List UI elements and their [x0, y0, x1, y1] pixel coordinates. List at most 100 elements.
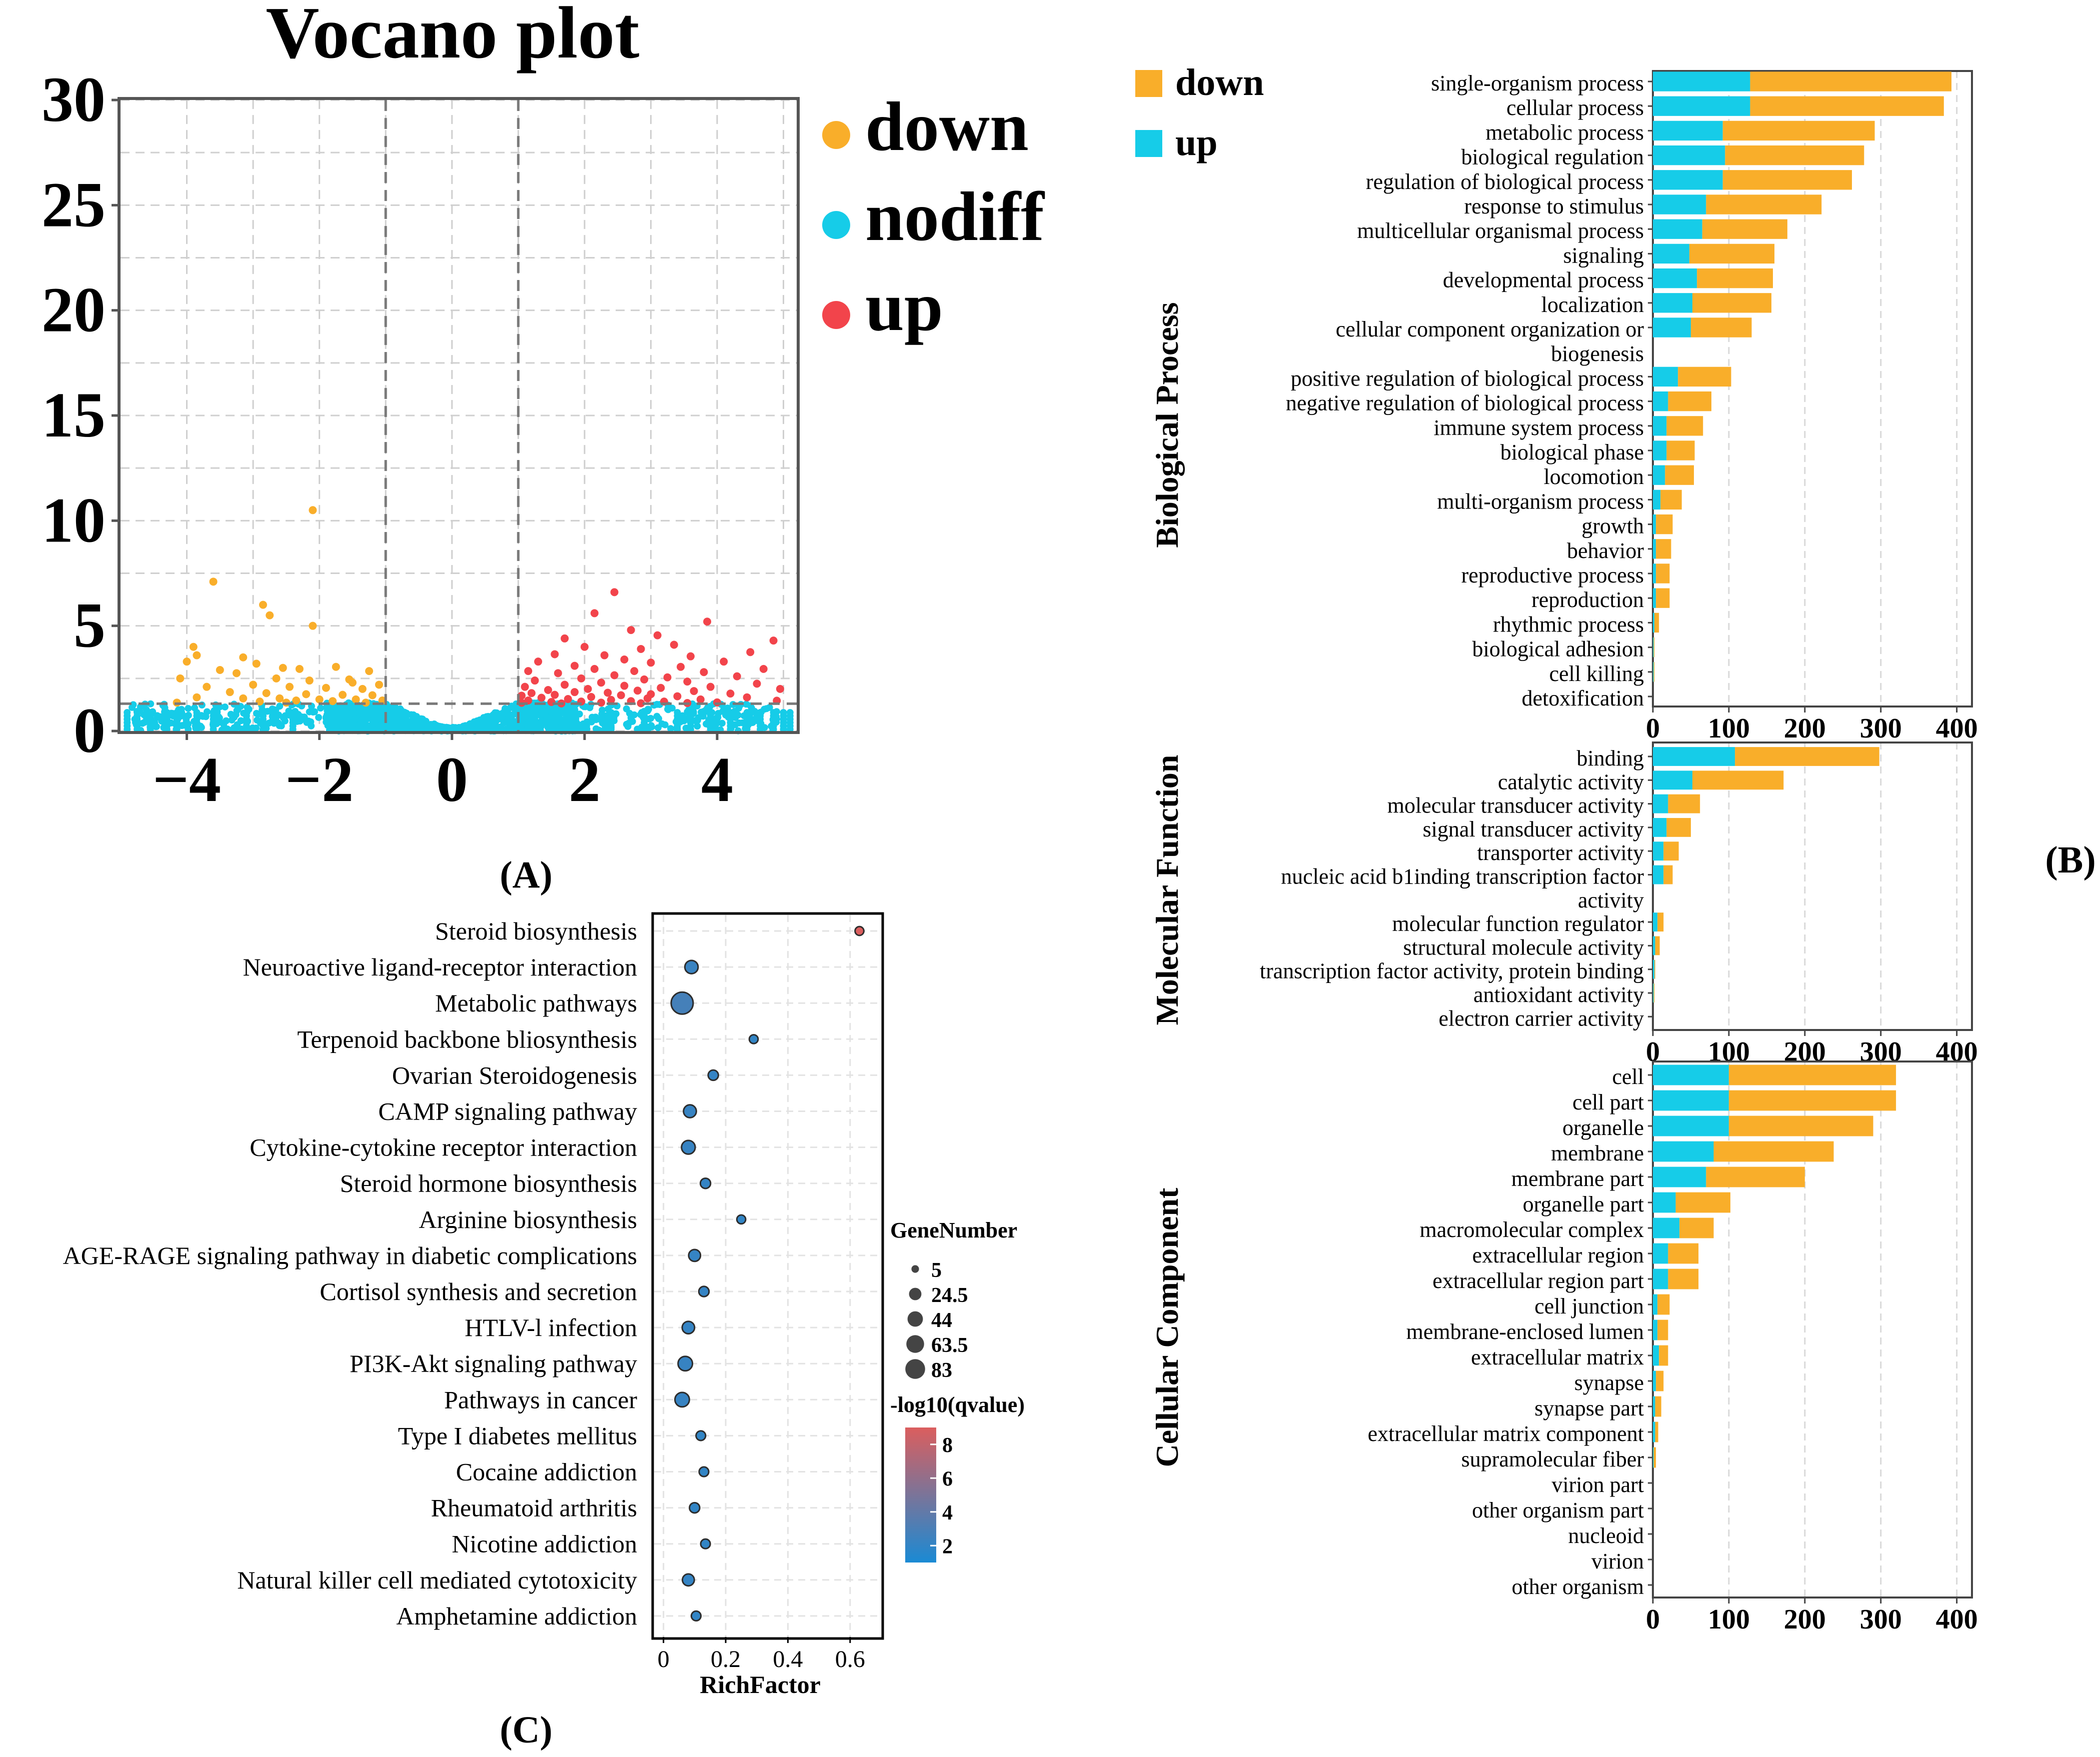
volcano-x-tick-label: 4: [701, 744, 733, 815]
go-bar-up: [1653, 366, 1678, 387]
volcano-x-tick-label: 0: [436, 744, 468, 815]
volcano-point-down: [256, 698, 264, 706]
volcano-x-tick-label: −4: [153, 744, 221, 815]
go-bar-down: [1655, 1396, 1661, 1417]
go-bar-down: [1663, 842, 1679, 861]
go-bar-down: [1692, 770, 1784, 790]
kegg-pathway-label: Terpenoid backbone bliosynthesis: [297, 1025, 637, 1053]
volcano-point-nodiff: [375, 722, 383, 730]
volcano-point-up: [637, 699, 645, 708]
volcano-point-nodiff: [426, 724, 433, 731]
go-bar-up: [1653, 564, 1656, 584]
volcano-point-nodiff: [418, 718, 426, 726]
volcano-point-nodiff: [295, 710, 302, 718]
volcano-point-down: [249, 680, 258, 689]
go-category-label: biogenesis: [1551, 342, 1644, 366]
go-category-label: virion part: [1551, 1472, 1644, 1497]
go-bar-up: [1653, 539, 1656, 559]
go-bar-up: [1653, 637, 1654, 658]
go-category-label: regulation of biological process: [1366, 170, 1644, 194]
volcano-point-up: [713, 698, 721, 706]
go-x-tick-label: 300: [1860, 1604, 1902, 1635]
kegg-bubble: [670, 991, 694, 1015]
kegg-bubble: [854, 926, 865, 936]
go-category-label: supramolecular fiber: [1461, 1447, 1644, 1472]
volcano-legend-marker-up: [822, 301, 850, 329]
go-bar-up: [1653, 1166, 1706, 1188]
volcano-point-nodiff: [358, 716, 366, 724]
go-category-label: signal transducer activity: [1423, 817, 1644, 842]
go-bar-down: [1653, 662, 1655, 682]
volcano-point-down: [279, 664, 287, 672]
volcano-point-up: [531, 676, 539, 685]
kegg-bubble: [695, 1430, 707, 1442]
kegg-pathway-label: Amphetamine addiction: [396, 1602, 637, 1630]
volcano-y-tick-label: 10: [42, 484, 106, 556]
volcano-point-up: [617, 691, 625, 700]
go-bar-down: [1657, 1294, 1670, 1315]
volcano-point-up: [743, 693, 751, 702]
go-category-label: other organism part: [1472, 1498, 1644, 1522]
volcano-point-nodiff: [607, 708, 615, 716]
volcano-point-up: [683, 678, 692, 686]
volcano-point-down: [292, 696, 301, 705]
go-category-label: activity: [1578, 888, 1644, 912]
volcano-point-nodiff: [124, 708, 131, 716]
kegg-pathway-label: Cytokine-cytokine receptor interaction: [250, 1134, 637, 1162]
volcano-point-nodiff: [687, 708, 694, 716]
volcano-point-nodiff: [193, 708, 201, 716]
go-category-label: immune system process: [1434, 416, 1644, 440]
volcano-point-up: [769, 636, 778, 645]
volcano-point-nodiff: [163, 708, 171, 716]
go-bar-down: [1655, 936, 1660, 956]
volcano-point-down: [176, 674, 185, 682]
volcano-point-up: [746, 648, 755, 656]
go-bar-down: [1690, 318, 1752, 338]
volcano-x-tick-label: −2: [285, 744, 354, 815]
volcano-point-nodiff: [641, 708, 648, 716]
volcano-point-nodiff: [538, 719, 545, 726]
go-bar-down: [1697, 268, 1773, 288]
go-category-label: extracellular region: [1472, 1243, 1644, 1268]
volcano-point-nodiff: [282, 712, 289, 720]
go-category-label: transcription factor activity, protein b…: [1260, 959, 1644, 984]
go-bar-down: [1728, 1064, 1896, 1086]
go-bar-up: [1653, 1396, 1655, 1417]
volcano-y-tick-label: 20: [42, 274, 106, 346]
go-bar-down: [1666, 440, 1695, 460]
volcano-point-nodiff: [623, 705, 630, 712]
volcano-point-up: [564, 695, 572, 704]
go-bar-down: [1728, 1090, 1896, 1111]
go-bar-down: [1702, 219, 1787, 239]
volcano-point-down: [358, 684, 367, 693]
volcano-point-nodiff: [223, 717, 230, 724]
go-category-label: virion: [1591, 1549, 1644, 1574]
go-bar-up: [1653, 1218, 1680, 1238]
volcano-point-nodiff: [228, 716, 236, 724]
volcano-point-nodiff: [601, 722, 609, 730]
go-category-label: antioxidant activity: [1473, 982, 1644, 1007]
go-bar-up: [1653, 1268, 1668, 1290]
volcano-point-up: [590, 664, 599, 673]
volcano-point-down: [352, 695, 360, 704]
volcano-point-nodiff: [388, 703, 396, 710]
go-category-label: multi-organism process: [1437, 489, 1644, 514]
go-bar-up: [1653, 1064, 1729, 1086]
volcano-point-nodiff: [296, 718, 304, 725]
kegg-size-legend-label: 5: [931, 1259, 942, 1282]
go-category-label: rhythmic process: [1493, 612, 1644, 636]
volcano-point-nodiff: [342, 704, 350, 711]
go-bar-down: [1668, 1268, 1699, 1290]
volcano-point-down: [239, 653, 248, 662]
volcano-point-nodiff: [210, 708, 217, 716]
volcano-point-down: [266, 611, 274, 620]
volcano-point-up: [700, 668, 708, 676]
go-bar-down: [1660, 490, 1682, 510]
volcano-point-up: [776, 684, 784, 693]
volcano-legend: down nodiff up: [822, 88, 1045, 346]
volcano-point-nodiff: [491, 709, 499, 716]
go-bar-down: [1655, 1422, 1658, 1442]
go-bar-up: [1653, 170, 1723, 190]
